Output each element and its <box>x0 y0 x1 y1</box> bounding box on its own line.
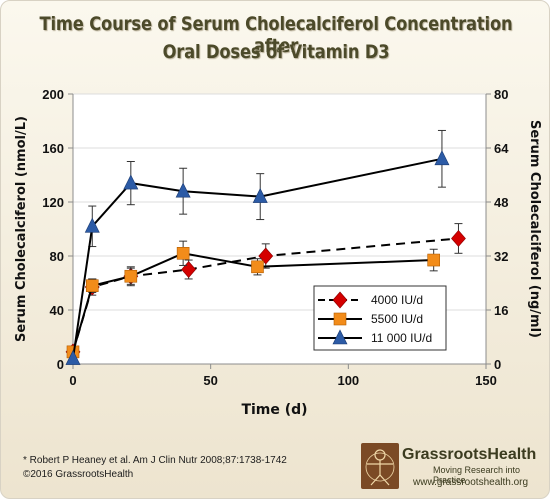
y-tick-label-right: 32 <box>494 249 508 264</box>
data-point-5500 <box>176 247 190 260</box>
data-point-11000 <box>434 150 450 166</box>
y-axis-title-right: Serum Cholecalciferol (ng/ml) <box>527 120 542 338</box>
data-point-11000 <box>84 217 100 233</box>
citation: * Robert P Heaney et al. Am J Clin Nutr … <box>23 455 287 466</box>
y-tick-label-left: 40 <box>50 303 64 318</box>
legend-marker-5500 <box>333 312 347 326</box>
y-axis-title-left: Serum Cholecalciferol (nmol/L) <box>14 116 29 342</box>
data-point-5500 <box>427 253 440 267</box>
data-point-5500 <box>85 279 99 293</box>
website-link[interactable]: www.grassrootshealth.org <box>413 477 529 488</box>
data-point-11000 <box>175 182 191 198</box>
data-point-4000 <box>451 229 466 247</box>
legend-label-4000: 4000 IU/d <box>371 293 423 307</box>
y-tick-label-left: 120 <box>42 195 64 210</box>
data-point-4000 <box>258 247 274 265</box>
data-point-11000 <box>123 174 139 190</box>
series-line-11000 <box>72 157 443 359</box>
grassroots-logo-icon <box>361 443 399 489</box>
x-axis-title: Time (d) <box>241 402 307 418</box>
series-line-5500 <box>72 252 434 353</box>
data-point-11000 <box>252 187 268 203</box>
chart-title-line2: Oral Doses of Vitamin D3 <box>162 41 390 63</box>
brand-tagline: Moving Research into Practice <box>433 465 521 485</box>
y-tick-label-left: 80 <box>50 249 64 264</box>
y-tick-label-right: 80 <box>494 87 508 102</box>
data-point-5500 <box>124 269 138 283</box>
x-tick-label: 0 <box>69 373 76 388</box>
brand-name: GrassrootsHealth <box>402 446 537 463</box>
x-tick-label: 50 <box>203 373 217 388</box>
y-tick-label-left: 160 <box>42 141 64 156</box>
y-tick-label-left: 200 <box>42 87 64 102</box>
series-line-4000 <box>72 237 459 353</box>
legend-label-11000: 11 000 IU/d <box>371 331 432 345</box>
y-tick-label-right: 16 <box>494 303 508 318</box>
legend-label-5500: 5500 IU/d <box>371 312 423 326</box>
x-tick-label: 150 <box>475 373 497 388</box>
y-tick-label-right: 0 <box>494 357 501 372</box>
data-point-11000 <box>65 349 81 365</box>
data-point-5500 <box>251 260 264 274</box>
copyright: ©2016 GrassrootsHealth <box>23 469 134 480</box>
y-tick-label-right: 64 <box>494 141 509 156</box>
legend-marker-4000 <box>332 291 348 309</box>
y-tick-label-left: 0 <box>57 357 64 372</box>
y-tick-label-right: 48 <box>494 195 508 210</box>
chart-title-line1: Time Course of Serum Cholecalciferol Con… <box>39 13 513 57</box>
legend-marker-11000 <box>332 329 348 345</box>
x-tick-label: 100 <box>337 373 359 388</box>
